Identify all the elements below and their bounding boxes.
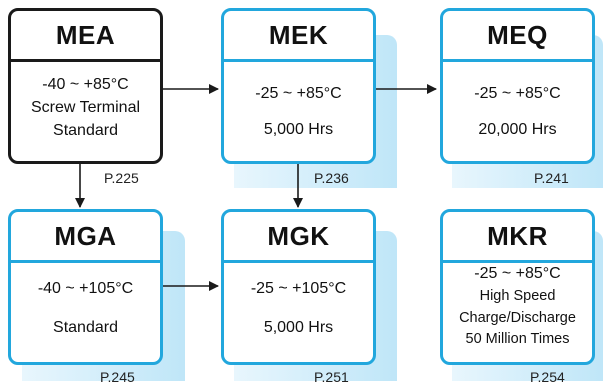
node-mkr: MKR -25 ~ +85°C High Speed Charge/Discha… [440,209,595,365]
node-line: 5,000 Hrs [263,121,334,138]
node-title: MEA [55,19,116,50]
node-mek: MEK -25 ~ +85°C 5,000 Hrs [221,8,376,164]
node-line: 5,000 Hrs [263,319,334,336]
node-line: 50 Million Times [465,331,570,347]
page-ref-mek: P.236 [314,170,349,186]
divider [224,59,373,62]
divider [443,260,592,263]
node-title: MEK [268,19,329,50]
node-line: Charge/Discharge [459,310,576,326]
page-ref-mgk: P.251 [314,369,349,385]
divider [443,59,592,62]
node-line: -25 ~ +85°C [255,85,342,102]
node-line: -25 ~ +85°C [474,85,561,102]
divider [11,59,160,62]
node-line: -40 ~ +85°C [42,76,129,93]
page-ref-mea: P.225 [104,170,139,186]
node-line: High Speed [479,288,556,304]
node-title: MKR [487,220,548,251]
node-line: -40 ~ +105°C [37,280,134,297]
node-line: Standard [53,122,118,139]
page-ref-mkr: P.254 [530,369,565,385]
node-title: MGK [267,220,330,251]
node-meq: MEQ -25 ~ +85°C 20,000 Hrs [440,8,595,164]
node-line: Standard [53,319,118,336]
node-line: Screw Terminal [30,99,141,116]
node-mga: MGA -40 ~ +105°C Standard [8,209,163,365]
divider [11,260,160,263]
node-mea: MEA -40 ~ +85°C Screw Terminal Standard [8,8,163,164]
page-ref-mga: P.245 [100,369,135,385]
node-line: -25 ~ +85°C [474,265,561,282]
node-line: 20,000 Hrs [478,121,557,138]
node-line: -25 ~ +105°C [250,280,347,297]
node-title: MGA [54,220,117,251]
divider [224,260,373,263]
node-mgk: MGK -25 ~ +105°C 5,000 Hrs [221,209,376,365]
node-title: MEQ [487,19,548,50]
page-ref-meq: P.241 [534,170,569,186]
